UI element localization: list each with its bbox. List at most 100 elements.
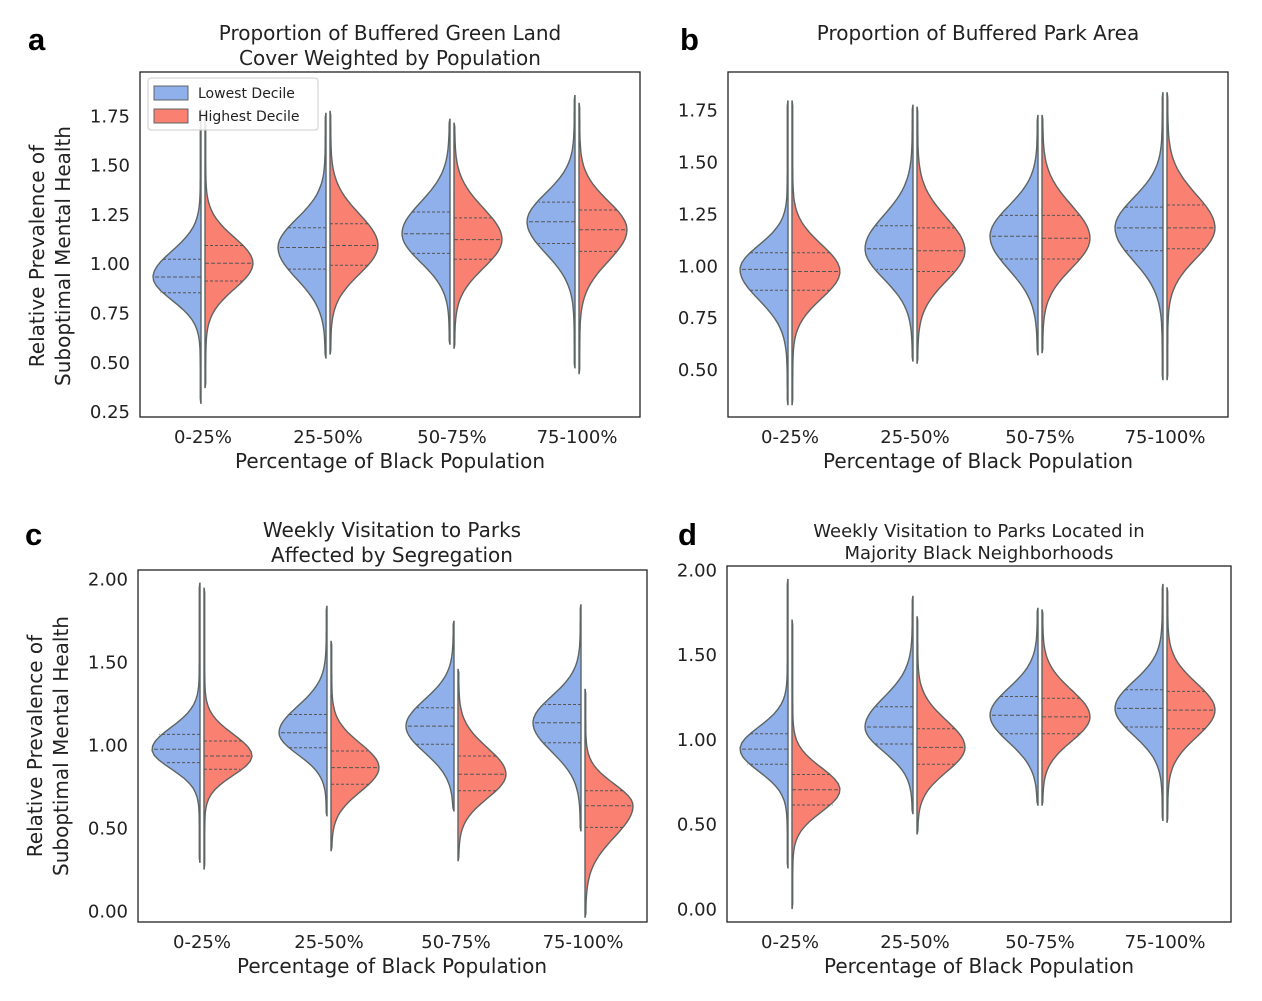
x-tick-label: 50-75% — [417, 427, 486, 448]
violin-highest-0-25% — [791, 619, 841, 910]
y-tick-label: 0.00 — [677, 899, 717, 920]
panel-title: Weekly Visitation to Parks Located in — [813, 521, 1144, 542]
violin-highest-75-100% — [578, 102, 628, 375]
x-tick-label: 75-100% — [1125, 932, 1206, 953]
x-axis-label: Percentage of Black Population — [237, 954, 547, 978]
violin-lowest-75-100% — [1114, 92, 1164, 381]
violin-lowest-25-50% — [864, 595, 914, 815]
y-tick-label: 1.25 — [678, 204, 718, 225]
violin-lowest-75-100% — [532, 604, 582, 832]
x-tick-label: 75-100% — [1125, 427, 1206, 448]
violin-lowest-25-50% — [864, 104, 914, 362]
plot-frame — [137, 569, 648, 923]
violin-lowest-75-100% — [1114, 583, 1164, 821]
y-tick-label: 0.50 — [90, 353, 130, 374]
panel-title: Proportion of Buffered Green Land — [219, 21, 562, 45]
x-tick-label: 50-75% — [421, 932, 490, 953]
panel-letter: d — [678, 517, 697, 552]
y-tick-label: 1.50 — [678, 152, 718, 173]
violin-highest-0-25% — [203, 587, 253, 870]
y-axis-label: Relative Prevalence of — [25, 144, 49, 367]
x-tick-label: 25-50% — [880, 427, 949, 448]
violin-lowest-0-25% — [739, 100, 789, 406]
violin-highest-0-25% — [791, 100, 841, 406]
y-axis-label: Suboptimal Mental Health — [51, 126, 75, 386]
y-tick-label: 1.00 — [678, 256, 718, 277]
y-tick-label: 1.25 — [90, 205, 130, 226]
plot-frame — [726, 565, 1232, 923]
x-tick-label: 0-25% — [761, 427, 819, 448]
y-tick-label: 0.50 — [678, 360, 718, 381]
x-axis-label: Percentage of Black Population — [823, 449, 1133, 473]
panel-letter: a — [28, 22, 46, 57]
y-tick-label: 1.00 — [90, 254, 130, 275]
x-tick-label: 0-25% — [173, 932, 231, 953]
x-tick-label: 75-100% — [537, 427, 618, 448]
violin-highest-25-50% — [329, 110, 379, 355]
legend-swatch — [153, 85, 189, 101]
violin-highest-75-100% — [584, 688, 634, 918]
plot-frame — [139, 71, 641, 418]
violin-lowest-50-75% — [989, 114, 1039, 356]
y-tick-label: 1.50 — [677, 645, 717, 666]
y-tick-label: 0.50 — [88, 818, 128, 839]
x-tick-label: 0-25% — [174, 427, 232, 448]
legend-box — [147, 77, 319, 131]
x-tick-label: 25-50% — [880, 932, 949, 953]
x-tick-label: 0-25% — [761, 932, 819, 953]
legend-label: Highest Decile — [198, 109, 300, 125]
y-tick-label: 0.75 — [678, 308, 718, 329]
y-tick-label: 0.50 — [677, 815, 717, 836]
x-tick-label: 25-50% — [294, 932, 363, 953]
x-tick-label: 75-100% — [543, 932, 624, 953]
violin-lowest-50-75% — [405, 620, 455, 812]
violin-highest-25-50% — [916, 616, 966, 835]
y-tick-label: 1.75 — [90, 106, 130, 127]
y-axis-label: Relative Prevalence of — [23, 634, 47, 857]
violin-lowest-50-75% — [401, 118, 451, 345]
y-tick-label: 0.75 — [90, 304, 130, 325]
y-tick-label: 1.00 — [88, 735, 128, 756]
x-tick-label: 50-75% — [1005, 932, 1074, 953]
violin-highest-75-100% — [1166, 587, 1216, 823]
violin-lowest-75-100% — [526, 95, 576, 369]
x-axis-label: Percentage of Black Population — [824, 954, 1134, 978]
violin-lowest-25-50% — [277, 112, 327, 359]
y-tick-label: 1.50 — [88, 652, 128, 673]
violin-highest-50-75% — [1041, 114, 1091, 354]
y-tick-label: 1.75 — [678, 100, 718, 121]
x-tick-label: 25-50% — [293, 427, 362, 448]
violin-highest-50-75% — [457, 668, 507, 862]
legend: Lowest Decile Highest Decile — [147, 77, 319, 131]
violin-highest-25-50% — [330, 640, 380, 852]
y-tick-label: 2.00 — [88, 569, 128, 590]
legend-swatch — [153, 108, 189, 124]
violin-highest-50-75% — [1041, 609, 1091, 806]
panel-letter: b — [680, 22, 699, 57]
violin-lowest-25-50% — [278, 605, 328, 817]
y-axis-label: Suboptimal Mental Health — [49, 616, 73, 876]
x-axis-label: Percentage of Black Population — [235, 449, 545, 473]
panel-title: Cover Weighted by Population — [239, 46, 541, 70]
plot-frame — [727, 71, 1229, 418]
panel-title: Weekly Visitation to Parks — [263, 518, 521, 542]
violin-highest-50-75% — [453, 122, 503, 349]
y-tick-label: 0.25 — [90, 402, 130, 423]
y-tick-label: 1.00 — [677, 730, 717, 751]
violin-lowest-0-25% — [739, 578, 789, 869]
panel-letter: c — [25, 517, 42, 552]
panel-b: b Proportion of Buffered Park Area 0.50 0.7… — [678, 21, 1229, 473]
y-tick-label: 0.00 — [88, 901, 128, 922]
violin-highest-25-50% — [916, 106, 966, 364]
panel-title: Majority Black Neighborhoods — [845, 543, 1114, 564]
violin-lowest-0-25% — [152, 108, 202, 404]
y-tick-label: 1.50 — [90, 156, 130, 177]
panel-title: Proportion of Buffered Park Area — [817, 21, 1139, 45]
violin-lowest-0-25% — [151, 582, 201, 863]
violin-highest-0-25% — [204, 112, 254, 389]
violin-highest-75-100% — [1166, 92, 1216, 381]
panel-title: Affected by Segregation — [271, 543, 513, 567]
panel-a: a Proportion of Buffered Green LandCover … — [25, 21, 641, 473]
